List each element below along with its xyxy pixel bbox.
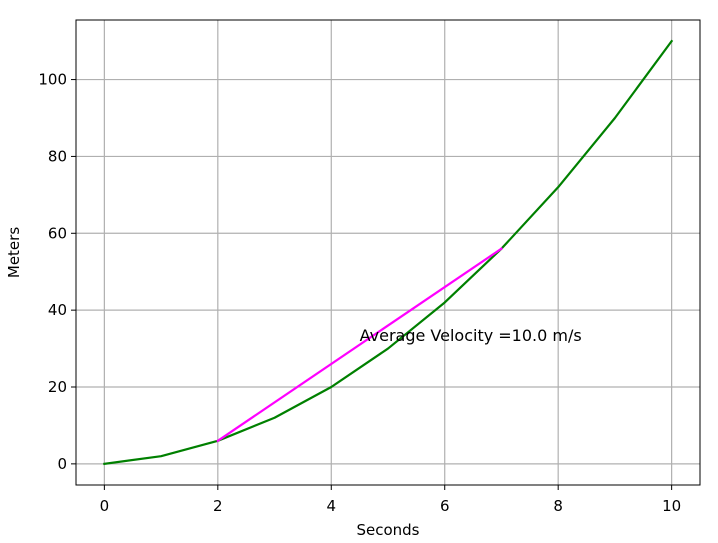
x-tick-label: 10 [662, 497, 681, 515]
grid [76, 20, 700, 485]
x-tick-label: 4 [326, 497, 336, 515]
y-tick-label: 20 [48, 378, 67, 396]
series-line-1 [103, 39, 674, 466]
plot-frame [75, 19, 701, 486]
annotations: Average Velocity =10.0 m/s [360, 326, 582, 345]
y-axis-label: Meters [5, 227, 23, 278]
series-line-2 [216, 247, 503, 443]
series-group [103, 39, 674, 466]
x-tick-label: 8 [553, 497, 563, 515]
x-tick-label: 6 [440, 497, 450, 515]
x-axis-label: Seconds [356, 521, 419, 539]
y-tick-label: 80 [48, 147, 67, 165]
y-tick-label: 40 [48, 301, 67, 319]
y-tick-label: 0 [57, 455, 67, 473]
x-tick-label: 2 [213, 497, 223, 515]
annotation-text: Average Velocity =10.0 m/s [360, 326, 582, 345]
x-tick-label: 0 [100, 497, 110, 515]
y-tick-label: 100 [38, 71, 67, 89]
y-tick-label: 60 [48, 224, 67, 242]
